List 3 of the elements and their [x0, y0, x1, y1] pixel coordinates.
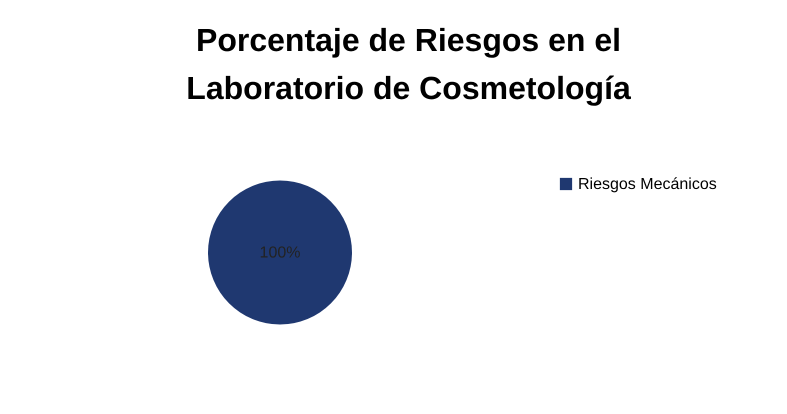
chart-title: Porcentaje de Riesgos en el Laboratorio de Cosmetología: [186, 22, 631, 106]
data-label: 100%: [260, 244, 300, 262]
legend-label: Riesgos Mecánicos: [578, 176, 717, 193]
